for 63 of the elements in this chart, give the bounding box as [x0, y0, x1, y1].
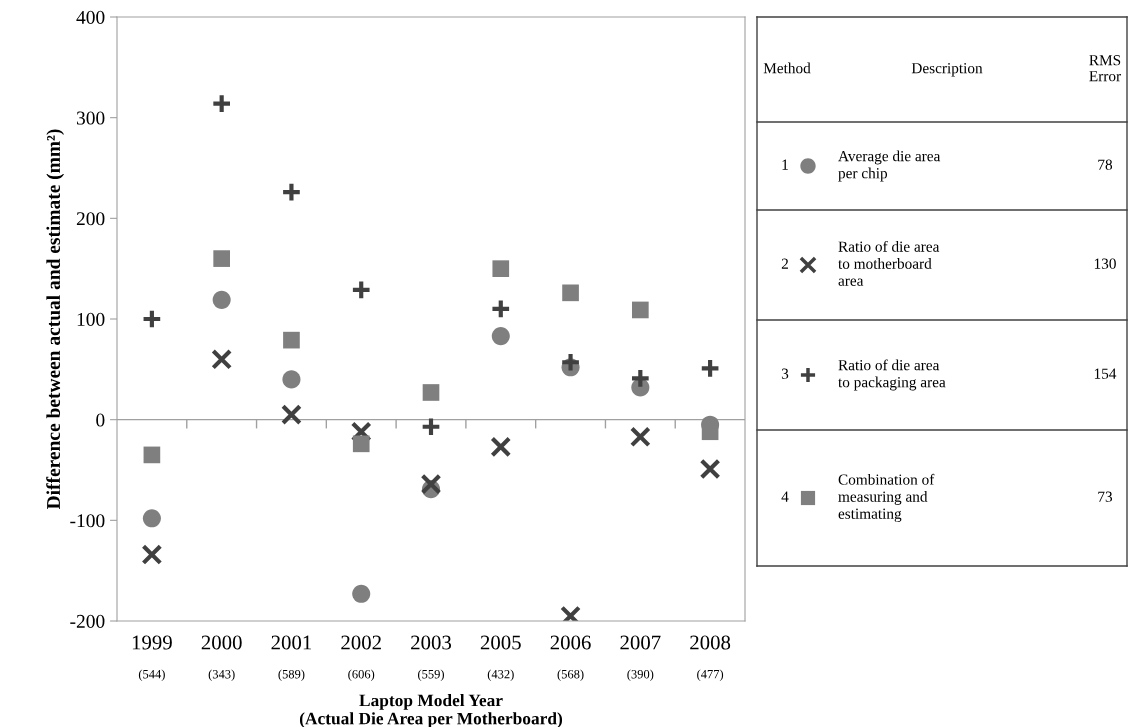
point — [141, 544, 163, 565]
point — [352, 584, 371, 603]
point — [490, 298, 512, 320]
point — [560, 351, 581, 373]
x-tick-label: 2003 (559) — [411, 635, 452, 681]
point — [213, 250, 230, 267]
point — [492, 260, 510, 277]
x-tick-label: 2002 (606) — [341, 635, 381, 681]
text: 3 — [781, 368, 789, 379]
point — [352, 435, 370, 453]
point — [420, 473, 442, 495]
legend-label: Ratio of die area to packaging area — [838, 359, 946, 391]
x-tick-label: 2005 (432) — [480, 635, 521, 681]
point — [211, 348, 233, 370]
text: 73 — [1098, 491, 1113, 502]
point — [142, 509, 161, 528]
y-tick-label: 100 — [77, 312, 105, 326]
text: 2 — [781, 258, 788, 269]
text: RMS Error — [1089, 55, 1121, 82]
text: Description — [911, 63, 983, 77]
point — [281, 404, 302, 426]
y-tick-label: -100 — [70, 514, 105, 528]
point — [422, 384, 440, 401]
point — [629, 367, 651, 389]
text: 4 — [781, 491, 789, 502]
point — [282, 370, 301, 389]
y-tick-label: 400 — [76, 10, 105, 24]
point — [283, 331, 300, 349]
point — [211, 93, 233, 114]
point — [281, 181, 302, 203]
point — [143, 446, 161, 464]
point — [491, 327, 510, 346]
text: 78 — [1098, 159, 1113, 170]
x-tick-label: 2000 (343) — [201, 635, 242, 681]
point — [350, 279, 372, 301]
point — [490, 436, 512, 458]
point — [350, 421, 372, 443]
y-tick-label: 300 — [76, 111, 105, 125]
legend-label: Ratio of die area to motherboard area — [838, 240, 940, 286]
y-tick-label: -200 — [70, 614, 105, 628]
x-tick-label: 2008 (477) — [690, 635, 731, 681]
x-tick-label: 1999 (544) — [132, 635, 172, 681]
point — [420, 416, 442, 438]
text: 1 — [782, 159, 788, 170]
y-axis-title: Difference between actual and estimate (mm²) — [46, 129, 64, 510]
x-tick-label: 2001 (589) — [271, 635, 312, 681]
legend-label: Combination of measuring and estimating — [838, 473, 935, 523]
point — [699, 357, 721, 379]
point — [141, 308, 163, 330]
y-tick-label: 200 — [76, 212, 105, 226]
point — [632, 301, 649, 319]
point — [562, 284, 579, 302]
text: Method — [763, 62, 811, 74]
point — [629, 426, 651, 448]
x-tick-label: 2007 (390) — [620, 635, 661, 681]
legend-label: Average die area per chip — [838, 150, 941, 182]
point — [212, 290, 231, 309]
text: 130 — [1094, 258, 1116, 269]
text: 154 — [1094, 368, 1117, 379]
y-tick-label: 0 — [96, 413, 105, 427]
point — [699, 458, 721, 480]
x-axis-title: Laptop Model Year (Actual Die Area per Motherboard) — [299, 694, 563, 727]
x-tick-label: 2006 (568) — [550, 635, 591, 681]
